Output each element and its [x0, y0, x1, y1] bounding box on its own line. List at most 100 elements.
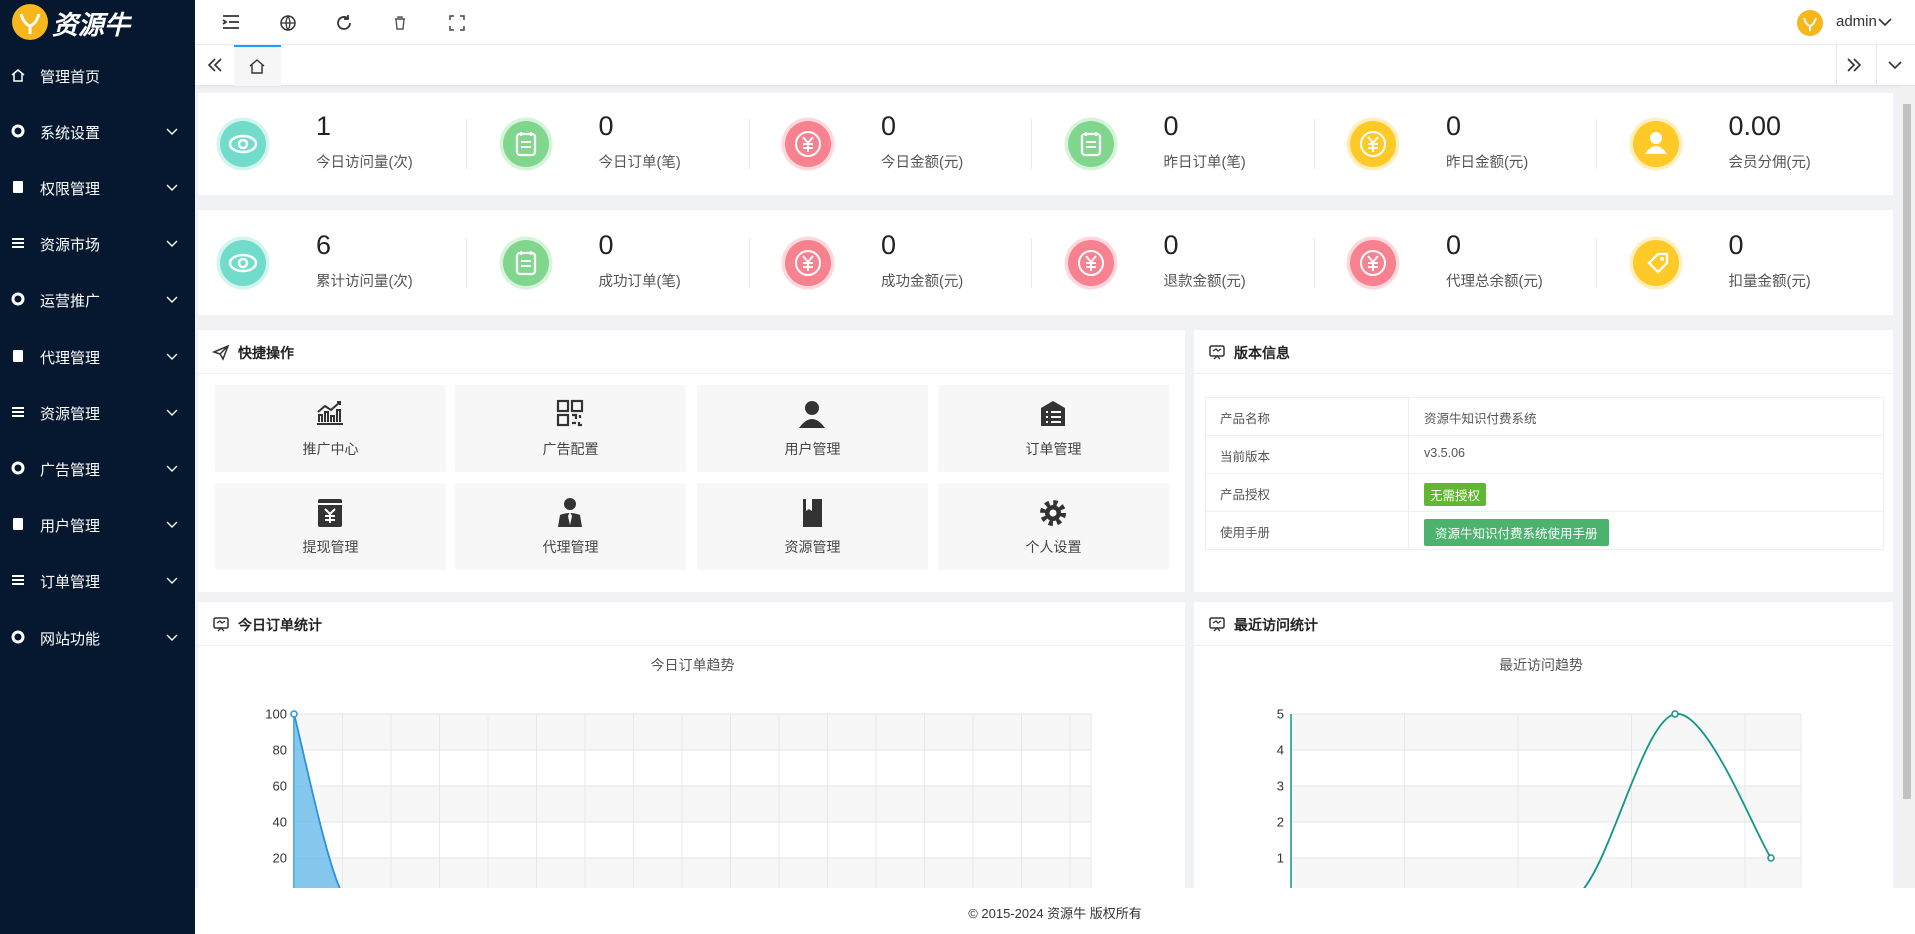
- menu-item[interactable]: 资源管理: [0, 390, 195, 434]
- icon: [556, 399, 570, 413]
- icon: [1077, 249, 1104, 276]
- quick-action-label[interactable]: 广告配置: [542, 441, 599, 457]
- menu-label[interactable]: 用户管理: [40, 518, 101, 536]
- quick-action[interactable]: 用户管理: [697, 385, 928, 472]
- menu-item[interactable]: 权限管理: [0, 165, 195, 209]
- quick-action-label[interactable]: 订单管理: [1025, 441, 1082, 457]
- tab-scroll-left[interactable]: [205, 55, 225, 75]
- panel: 今日订单统计 今日订单趋势 20 40 60 80 100: [198, 602, 1185, 888]
- quick-action[interactable]: 广告配置: [455, 385, 686, 472]
- menu-item[interactable]: 资源市场: [0, 221, 195, 265]
- menu-item[interactable]: 运营推广: [0, 277, 195, 321]
- point: [1767, 854, 1775, 862]
- home-tab[interactable]: [234, 45, 281, 86]
- home-icon: [249, 59, 265, 74]
- stat-divider: [1031, 237, 1032, 288]
- top-bar: admin: [195, 0, 1915, 45]
- panel-icon: [1209, 345, 1225, 360]
- icon: [317, 401, 343, 425]
- menu-label[interactable]: 权限管理: [40, 180, 101, 198]
- icon: [795, 131, 821, 157]
- icon: [1360, 249, 1386, 276]
- refresh-button[interactable]: [333, 12, 355, 34]
- menu-label[interactable]: 资源管理: [40, 405, 101, 423]
- quick-action-label[interactable]: 代理管理: [542, 539, 599, 555]
- menu-item[interactable]: 代理管理: [0, 334, 195, 378]
- quick-action-icon: [317, 401, 343, 425]
- language-button[interactable]: [277, 12, 299, 34]
- stat-icon: [216, 117, 270, 171]
- tab-menu[interactable]: [1885, 55, 1905, 75]
- arrow: [166, 465, 178, 472]
- icon: [556, 413, 570, 427]
- fullscreen-button[interactable]: [446, 12, 468, 34]
- icon: [13, 180, 23, 193]
- quick-action-icon: [803, 499, 822, 527]
- tab-scroll-right[interactable]: [1844, 55, 1864, 75]
- quick-action[interactable]: 代理管理: [455, 483, 686, 570]
- menu-item[interactable]: 网站功能: [0, 615, 195, 659]
- quick-action-label[interactable]: 用户管理: [784, 441, 841, 457]
- quick-action[interactable]: 订单管理: [938, 385, 1169, 472]
- manual-button[interactable]: 资源牛知识付费系统使用手册: [1424, 519, 1609, 546]
- quick-action-label[interactable]: 资源管理: [784, 539, 841, 555]
- stats-card: 1 今日访问量(次) 0 今日订单(笔) 0 今日金额(元) 0 昨日订单(笔) 0 昨日金额(元…: [198, 93, 1893, 195]
- stat-value: 0: [1163, 229, 1179, 260]
- quick-action-label[interactable]: 个人设置: [1025, 539, 1082, 555]
- icon: [11, 461, 25, 475]
- stat-label: 今日金额(元): [881, 155, 964, 171]
- stat-label: 会员分佣(元): [1728, 155, 1811, 171]
- y-tick-label: 3: [1277, 779, 1284, 794]
- menu-item[interactable]: 管理首页: [0, 53, 195, 97]
- stat-value: 0: [1728, 229, 1744, 260]
- quick-action-label[interactable]: 推广中心: [302, 441, 359, 457]
- user-avatar[interactable]: [1796, 9, 1824, 37]
- stat-value: 6: [316, 229, 332, 260]
- quick-action[interactable]: 推广中心: [215, 385, 446, 472]
- menu-icon: [13, 180, 23, 193]
- row-label: 产品名称: [1220, 412, 1271, 426]
- icon-bg: [220, 121, 266, 167]
- menu-label[interactable]: 网站功能: [40, 630, 101, 648]
- menu-label[interactable]: 运营推广: [40, 293, 101, 311]
- menu-label[interactable]: 资源市场: [40, 237, 101, 255]
- panel-icon: [213, 617, 229, 632]
- table-row: [1205, 473, 1884, 512]
- menu-toggle[interactable]: [220, 12, 244, 34]
- menu-icon: [12, 575, 24, 586]
- quick-action[interactable]: 提现管理: [215, 483, 446, 570]
- menu-label[interactable]: 系统设置: [40, 124, 101, 142]
- menu-item[interactable]: 用户管理: [0, 502, 195, 546]
- user-name[interactable]: admin: [1836, 13, 1877, 30]
- menu-item[interactable]: 系统设置: [0, 109, 195, 153]
- clear-button[interactable]: [389, 12, 411, 34]
- icon: [1046, 411, 1061, 423]
- quick-action[interactable]: 个人设置: [938, 483, 1169, 570]
- menu-arrow: [166, 465, 178, 472]
- menu-label[interactable]: 代理管理: [40, 349, 101, 367]
- y-tick-label: 1: [1277, 851, 1284, 866]
- quick-action-label[interactable]: 提现管理: [302, 539, 359, 555]
- menu-label[interactable]: 管理首页: [40, 68, 101, 86]
- icon: [802, 136, 814, 152]
- icon: [11, 292, 25, 306]
- menu-item[interactable]: 广告管理: [0, 446, 195, 490]
- stat-value: 0: [1163, 111, 1179, 141]
- sidebar: 资源牛 管理首页 系统设置 权限管理 资源市场 运营推广 代理管理 资源管理 广告管理 用户管理…: [0, 0, 195, 934]
- menu-arrow: [166, 521, 178, 529]
- stat-value: 0: [1446, 229, 1462, 260]
- icon-bg: [502, 121, 549, 167]
- menu-item[interactable]: 订单管理: [0, 558, 195, 602]
- icon: [12, 238, 24, 249]
- scroll-thumb[interactable]: [1903, 104, 1911, 799]
- menu-label[interactable]: 广告管理: [40, 461, 101, 479]
- icon: [318, 503, 342, 523]
- icon: [212, 344, 230, 361]
- menu-label[interactable]: 订单管理: [40, 574, 101, 592]
- stat-label: 扣量金额(元): [1728, 273, 1811, 290]
- user-dropdown-arrow[interactable]: [1877, 14, 1893, 30]
- quick-action[interactable]: 资源管理: [697, 483, 928, 570]
- scrollbar[interactable]: [1899, 86, 1915, 888]
- icon: [237, 138, 249, 150]
- panel-header: [1194, 602, 1893, 646]
